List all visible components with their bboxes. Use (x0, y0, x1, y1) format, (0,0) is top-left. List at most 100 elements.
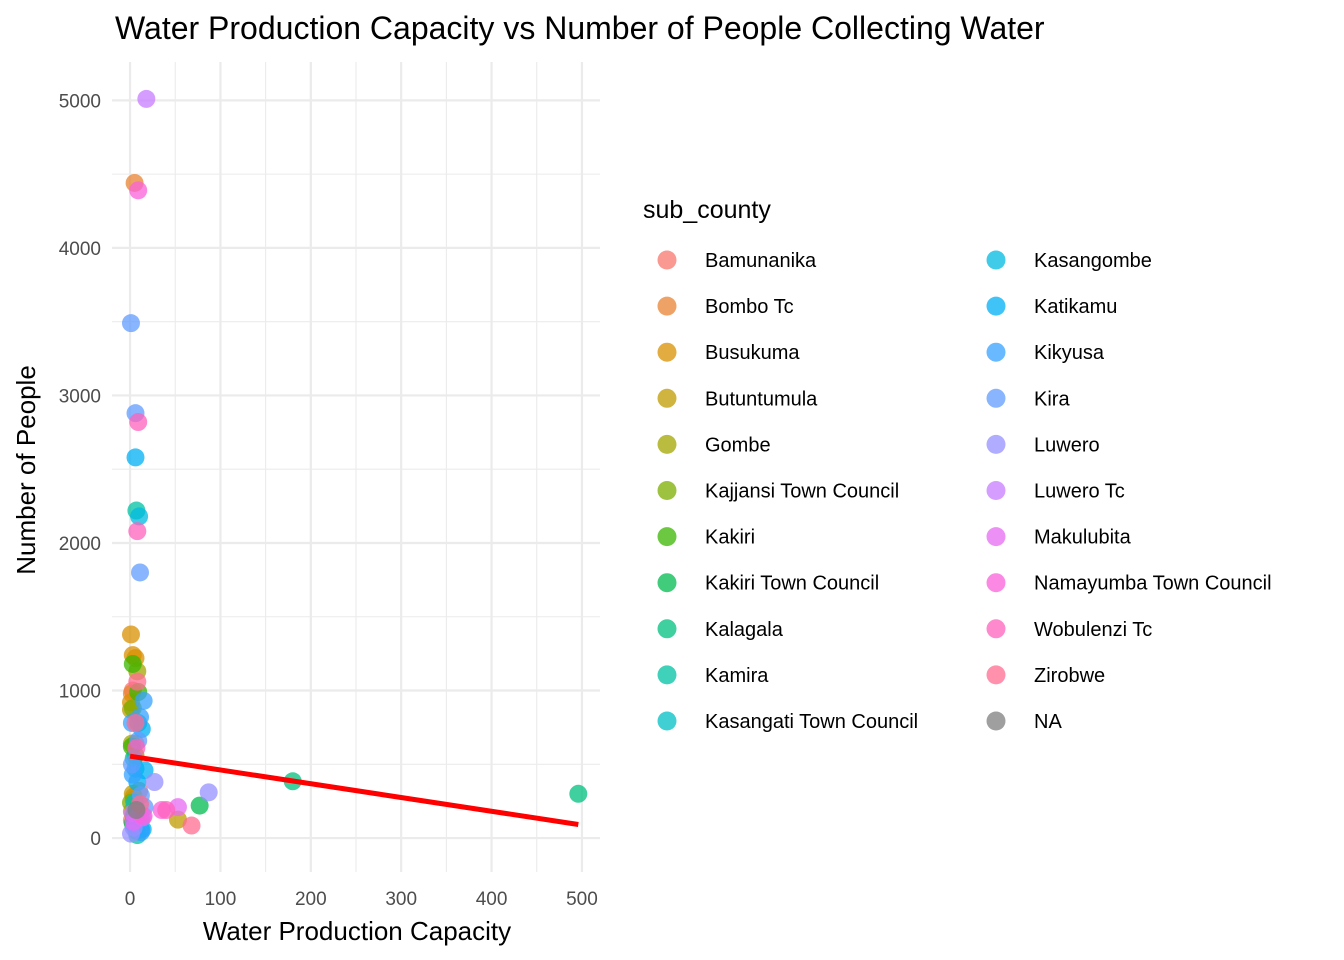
legend-swatch (986, 342, 1006, 362)
legend-swatch (657, 527, 677, 547)
legend-item: Kamira (657, 665, 769, 687)
data-point (126, 713, 145, 732)
legend-swatch (657, 481, 677, 500)
x-tick-label: 300 (385, 889, 417, 910)
legend-swatch (986, 434, 1006, 454)
legend-label: Namayumba Town Council (1034, 573, 1272, 595)
legend-label: Wobulenzi Tc (1034, 619, 1152, 641)
y-tick-label: 2000 (59, 534, 101, 555)
legend-label: Makulubita (1034, 527, 1132, 549)
legend-label: NA (1034, 711, 1062, 733)
series-na (127, 801, 146, 820)
legend-label: Bombo Tc (705, 296, 794, 318)
legend-item: Busukuma (657, 342, 800, 364)
data-point (199, 783, 218, 802)
data-point (129, 181, 148, 200)
x-tick-label: 200 (295, 889, 327, 910)
x-tick-label: 500 (566, 889, 598, 910)
data-point (145, 773, 164, 791)
legend-item: Bamunanika (657, 250, 817, 272)
data-point (121, 314, 140, 333)
trend-line (129, 753, 579, 827)
series-wobulenzi-tc (127, 413, 176, 820)
x-tick-label: 100 (205, 889, 237, 910)
legend-label: Busukuma (705, 342, 800, 364)
legend-item: Kakiri (657, 527, 755, 549)
data-point (157, 801, 176, 820)
data-point (128, 672, 147, 691)
y-tick-label: 0 (90, 829, 101, 850)
y-tick-label: 4000 (59, 239, 101, 260)
chart-title: Water Production Capacity vs Number of P… (115, 10, 1045, 46)
legend-swatch (657, 619, 677, 639)
data-point (128, 522, 147, 541)
legend-swatch (657, 573, 677, 593)
legend-swatch (657, 665, 677, 685)
legend-item: Wobulenzi Tc (986, 619, 1152, 641)
data-point (134, 691, 153, 710)
legend-item: Kasangombe (986, 250, 1152, 272)
legend-swatch (986, 619, 1006, 639)
legend-item: Kakiri Town Council (657, 573, 879, 595)
legend-item: Kajjansi Town Council (657, 481, 899, 503)
legend-item: Katikamu (986, 296, 1117, 318)
legend-swatch (986, 250, 1006, 270)
legend-swatch (657, 342, 677, 362)
legend-item: Kikyusa (986, 342, 1105, 364)
legend-item: Zirobwe (986, 665, 1105, 687)
legend-item: Kalagala (657, 619, 784, 641)
y-tick-label: 3000 (59, 386, 101, 407)
legend-label: Butuntumula (705, 388, 818, 410)
legend-item: Namayumba Town Council (986, 573, 1272, 595)
data-point (127, 801, 146, 820)
x-tick-label: 0 (125, 889, 136, 910)
legend-item: Gombe (657, 434, 771, 456)
legend-item: Makulubita (986, 527, 1132, 549)
y-axis-ticks: 0 1000 2000 3000 4000 5000 (59, 91, 101, 850)
plot-gridlines (112, 62, 600, 872)
data-point (121, 625, 140, 644)
legend-swatch (986, 388, 1006, 408)
x-axis-ticks: 0 100 200 300 400 500 (125, 889, 598, 910)
legend: Bamunanika Bombo Tc Busukuma Butuntumula Gom… (657, 250, 1272, 733)
legend-label: Bamunanika (705, 250, 817, 272)
legend-label: Kalagala (705, 619, 784, 641)
legend-item: Kasangati Town Council (657, 711, 918, 733)
legend-swatch (986, 665, 1006, 685)
legend-label: Kikyusa (1034, 342, 1105, 364)
legend-label: Katikamu (1034, 296, 1117, 318)
legend-label: Kasangati Town Council (705, 711, 918, 733)
data-point (123, 654, 142, 673)
legend-item: Bombo Tc (657, 296, 794, 318)
y-tick-label: 5000 (59, 91, 101, 112)
data-point (182, 816, 201, 835)
legend-label: Kamira (705, 665, 769, 687)
legend-label: Kakiri (705, 527, 755, 549)
legend-label: Luwero (1034, 434, 1100, 456)
data-point (131, 563, 150, 582)
data-point (127, 739, 146, 758)
legend-label: Kira (1034, 388, 1070, 410)
legend-label: Kasangombe (1034, 250, 1152, 272)
legend-item: NA (986, 711, 1062, 733)
y-axis-title: Number of People (11, 365, 41, 575)
legend-swatch (986, 573, 1006, 593)
legend-swatch (986, 711, 1006, 731)
legend-swatch (657, 296, 677, 316)
data-point (130, 507, 149, 526)
legend-label: Gombe (705, 434, 771, 456)
legend-swatch (986, 481, 1006, 500)
legend-label: Zirobwe (1034, 665, 1105, 687)
legend-item: Luwero Tc (986, 481, 1125, 503)
legend-item: Butuntumula (657, 388, 818, 410)
legend-swatch (986, 296, 1006, 316)
y-tick-label: 1000 (59, 682, 101, 703)
data-point (569, 784, 588, 803)
legend-item: Kira (986, 388, 1070, 410)
legend-title: sub_county (643, 196, 771, 224)
legend-label: Kakiri Town Council (705, 573, 879, 595)
legend-label: Kajjansi Town Council (705, 481, 899, 503)
data-point (137, 89, 156, 108)
legend-swatch (657, 388, 677, 408)
